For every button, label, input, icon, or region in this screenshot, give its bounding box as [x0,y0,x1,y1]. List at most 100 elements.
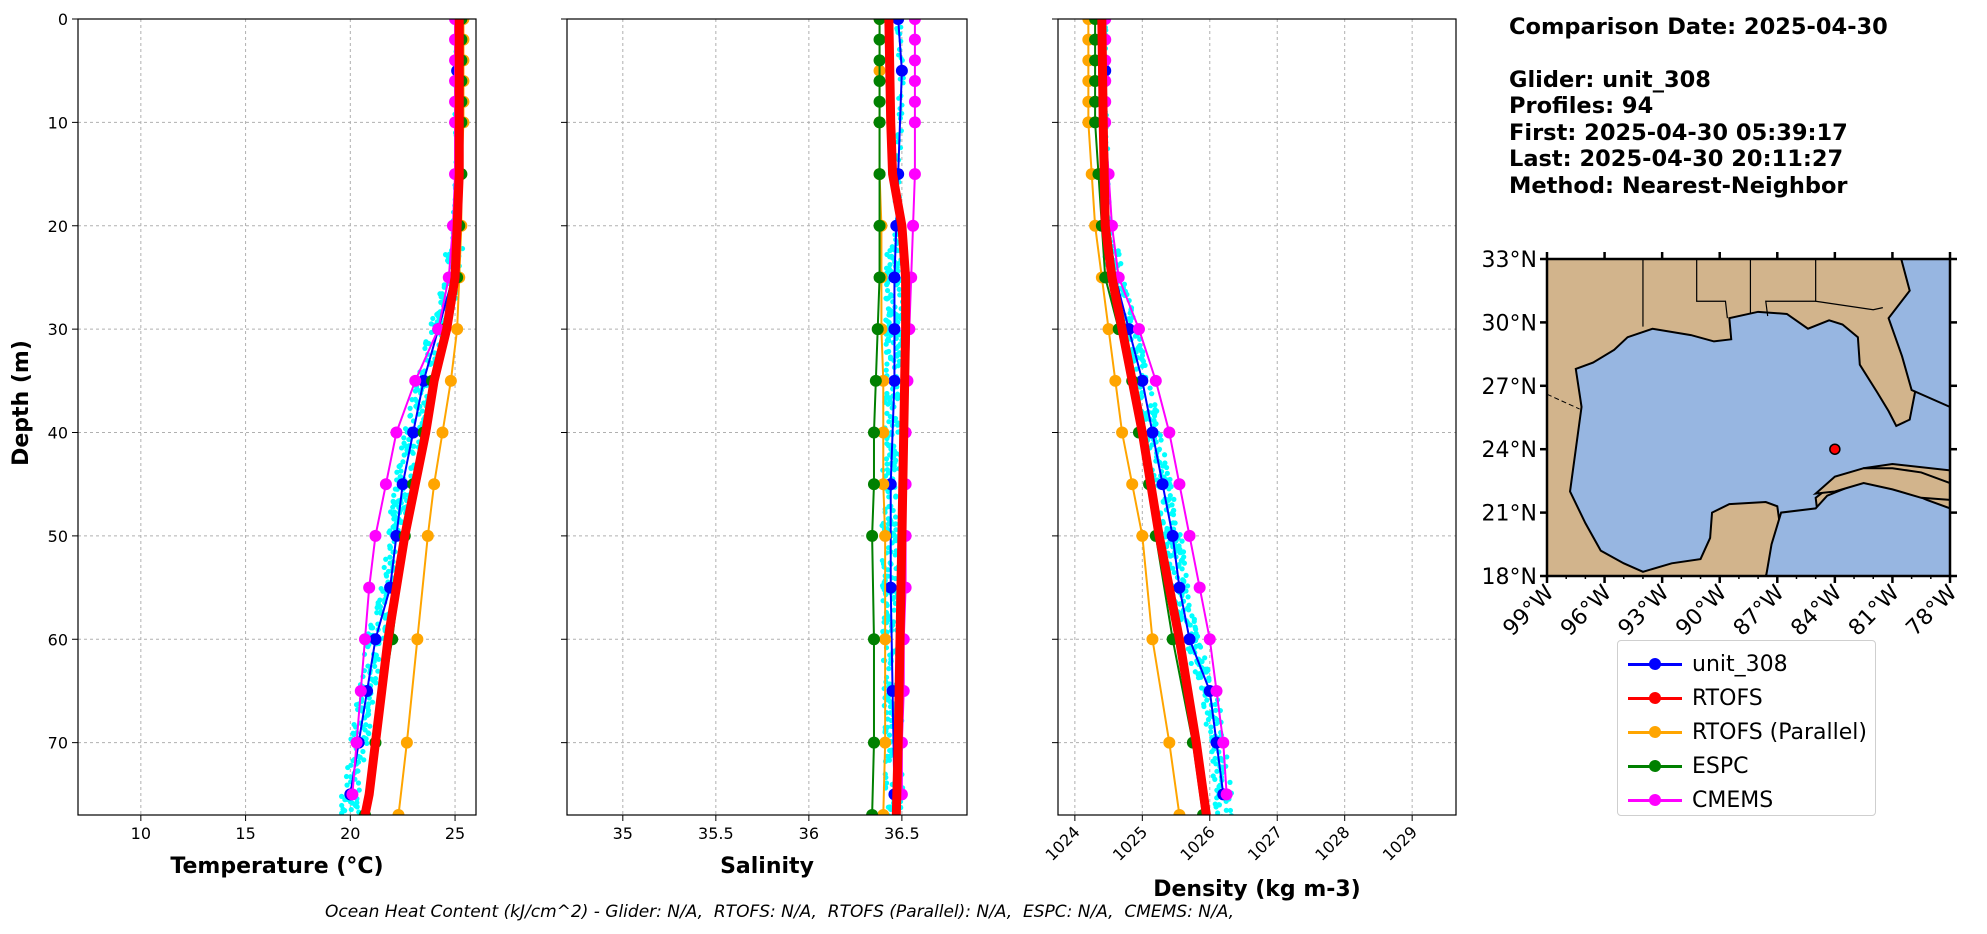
glider-point [1151,413,1158,419]
series-point [1149,374,1162,387]
series-line-espc [871,19,881,815]
glider-point [397,474,403,480]
glider-point [1208,724,1214,730]
glider-point [367,723,373,729]
glider-point [892,514,899,520]
legend-item: RTOFS [1618,681,1875,715]
series-point [1166,529,1179,542]
series-point [888,374,901,387]
glider-point [887,397,893,403]
series-point [1089,95,1102,108]
series-point [436,426,449,439]
series-point [873,95,886,108]
series-point [409,374,422,387]
series-point [396,478,409,491]
lat-tick-label: 33°N [1482,248,1537,273]
glider-point [1170,508,1177,514]
series-point [892,19,905,25]
x-tick-label: 1027 [1244,822,1286,864]
glider-point [1202,655,1208,661]
glider-point [348,806,354,813]
glider-point [1167,553,1173,559]
glider-point [365,704,371,710]
atlantic-ocean [1887,259,1950,409]
legend-item: unit_308 [1618,647,1875,681]
glider-point [1187,649,1193,655]
series-point [877,426,890,439]
glider-point [392,516,398,522]
legend-label: unit_308 [1692,651,1788,677]
glider-point [1201,703,1207,710]
glider-point [354,804,360,810]
legend-marker [1649,794,1661,806]
glider-point [893,521,899,527]
glider-point [891,607,897,613]
legend-label: ESPC [1692,753,1749,779]
lon-tick-label: 78°W [1902,580,1963,641]
series-point [873,168,886,181]
glider-point [886,348,892,355]
glider-point [338,793,345,799]
lon-tick-label: 96°W [1556,580,1617,641]
glider-point [1176,543,1182,549]
glider-point [1139,352,1146,359]
glider-point [344,782,350,788]
x-tick-label: 15 [235,824,255,843]
glider-point [1179,566,1185,572]
glider-point [1204,697,1210,703]
glider-point [442,252,449,258]
glider-point [887,413,893,420]
glider-point [893,494,899,500]
lon-tick-label: 90°W [1671,580,1732,641]
glider-point [1152,402,1158,408]
glider-point [884,467,891,473]
glider-point [886,666,892,672]
glider-point [353,702,360,708]
lon-tick-label: 87°W [1729,580,1790,641]
glider-point [1148,403,1154,409]
series-point [1163,426,1176,439]
glider-point [896,286,902,293]
glider-point [1158,437,1164,443]
glider-point [360,748,366,755]
series-point [1089,75,1102,88]
legend-item: RTOFS (Parallel) [1618,715,1875,749]
glider-point [373,680,379,686]
glider-point [1171,496,1177,502]
series-point [379,478,392,491]
glider-point [419,408,426,414]
series-point [1116,426,1129,439]
series-line-cmems [351,19,457,795]
glider-location-marker [1829,443,1841,455]
lat-tick-label: 21°N [1482,502,1537,527]
axes-frame [77,18,477,816]
x-tick-label: 1026 [1176,822,1218,864]
glider-point [887,247,893,254]
glider-point [886,266,892,272]
glider-point [894,351,900,358]
glider-point [1212,701,1218,708]
glider-point [1176,562,1182,568]
glider-point [884,361,890,367]
y-axis-label: Depth (m) [9,340,34,466]
legend-item: CMEMS [1618,783,1875,817]
glider-point [896,52,901,58]
series-point [1173,478,1186,491]
glider-point [1221,821,1226,826]
legend-marker [1649,692,1661,704]
glider-point [1147,385,1153,391]
series-point [1183,529,1196,542]
ohc-text: Ocean Heat Content (kJ/cm^2) - Glider: N… [325,902,1235,922]
glider-point [361,757,367,763]
x-tick-label: 1025 [1109,822,1151,864]
glider-point [339,802,345,809]
series-point [350,736,363,749]
glider-point [1203,721,1209,727]
series-point [369,529,382,542]
glider-point [886,817,891,822]
glider-point [407,405,413,411]
glider-point [372,663,378,669]
method: Method: Nearest-Neighbor [1509,172,1848,199]
glider-point [896,96,901,101]
plot-area [1082,19,1235,826]
